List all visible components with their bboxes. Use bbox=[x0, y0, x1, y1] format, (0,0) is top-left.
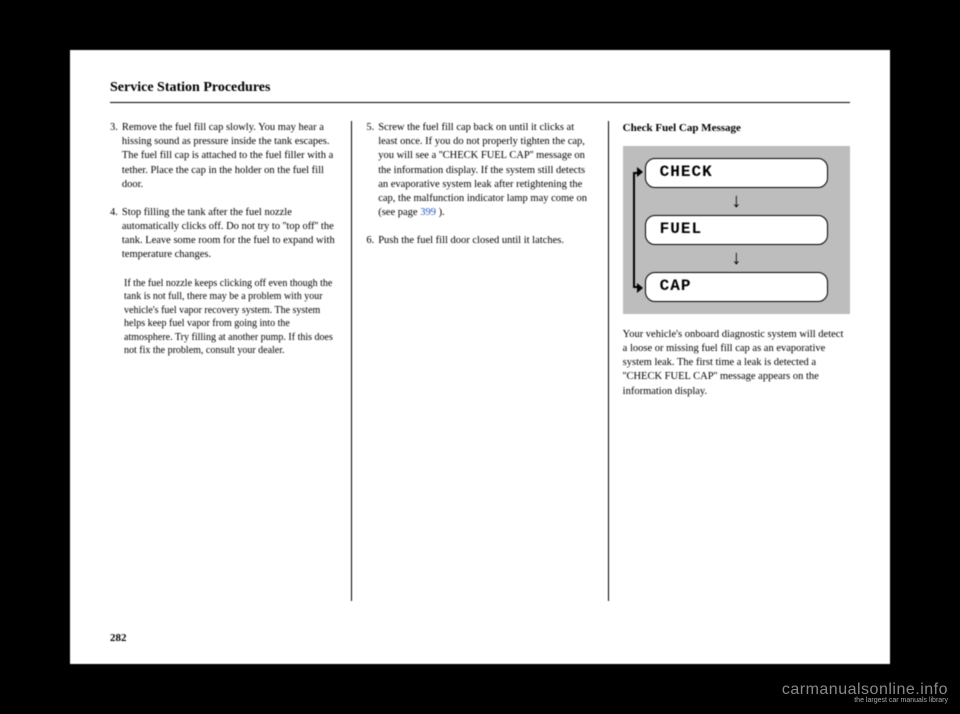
column-2: 5. Screw the fuel fill cap back on until… bbox=[351, 121, 608, 601]
step-text-post: ). bbox=[436, 207, 445, 218]
column-3: Check Fuel Cap Message CHECK ↓ FUEL ↓ CA… bbox=[609, 121, 850, 601]
description: Your vehicle's onboard diagnostic system… bbox=[623, 328, 850, 399]
page-link[interactable]: 399 bbox=[420, 207, 436, 218]
down-arrow-icon: ↓ bbox=[645, 196, 828, 206]
step-number: 4. bbox=[110, 206, 118, 263]
column-1: 3. Remove the fuel fill cap slowly. You … bbox=[110, 121, 351, 601]
page-number: 282 bbox=[110, 632, 127, 644]
page-title: Service Station Procedures bbox=[110, 80, 850, 96]
watermark-subtext: the largest car manuals library bbox=[782, 697, 948, 704]
connector-line bbox=[633, 172, 641, 288]
step-3: 3. Remove the fuel fill cap slowly. You … bbox=[110, 121, 337, 192]
divider bbox=[110, 102, 850, 103]
step-body: Stop filling the tank after the fuel noz… bbox=[122, 206, 337, 263]
display-box: FUEL bbox=[645, 215, 828, 245]
step-number: 3. bbox=[110, 121, 118, 192]
step-body: Remove the fuel fill cap slowly. You may… bbox=[122, 121, 337, 192]
display-box: CAP bbox=[645, 272, 828, 302]
watermark-text: carmanualsonline.info bbox=[782, 681, 948, 698]
step-note: If the fuel nozzle keeps clicking off ev… bbox=[124, 277, 337, 358]
step-5: 5. Screw the fuel fill cap back on until… bbox=[366, 121, 593, 220]
step-4: 4. Stop filling the tank after the fuel … bbox=[110, 206, 337, 263]
fuel-cap-diagram: CHECK ↓ FUEL ↓ CAP bbox=[623, 146, 850, 314]
manual-page: Service Station Procedures 3. Remove the… bbox=[70, 50, 890, 664]
subheading: Check Fuel Cap Message bbox=[623, 121, 850, 136]
step-number: 6. bbox=[366, 234, 374, 248]
watermark: carmanualsonline.info the largest car ma… bbox=[782, 681, 948, 704]
step-6: 6. Push the fuel fill door closed until … bbox=[366, 234, 593, 248]
step-number: 5. bbox=[366, 121, 374, 220]
step-body: Push the fuel fill door closed until it … bbox=[378, 234, 593, 248]
content-columns: 3. Remove the fuel fill cap slowly. You … bbox=[110, 121, 850, 601]
step-body: Screw the fuel fill cap back on until it… bbox=[378, 121, 593, 220]
down-arrow-icon: ↓ bbox=[645, 253, 828, 263]
step-text-pre: Screw the fuel fill cap back on until it… bbox=[378, 122, 587, 218]
display-box: CHECK bbox=[645, 158, 828, 188]
